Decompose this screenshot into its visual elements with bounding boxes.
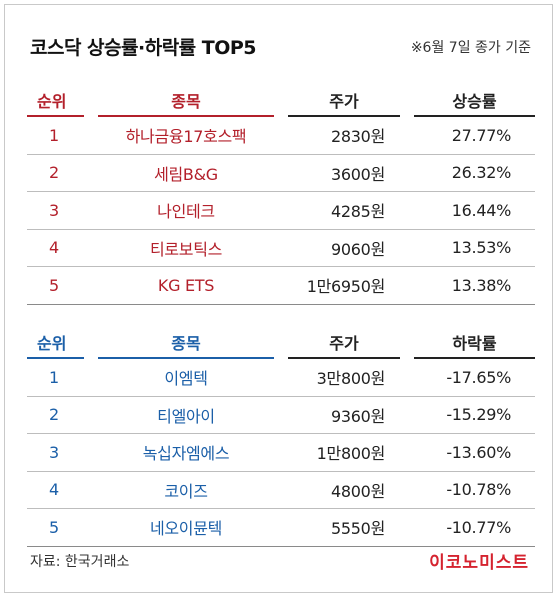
price-cell: 1만6950원 [281, 266, 407, 305]
change-rate-cell: -17.65% [407, 358, 535, 397]
change-rate-cell: -13.60% [407, 433, 535, 472]
stock-name-cell: 세림B&G [91, 154, 281, 192]
price-cell: 4285원 [281, 191, 407, 230]
losers-header-row: 순위 종목 주가 하락률 [27, 327, 535, 359]
rank-cell: 4 [27, 229, 91, 267]
infographic-frame [4, 4, 553, 593]
rank-cell: 3 [27, 433, 91, 472]
price-cell: 9360원 [281, 396, 407, 434]
price-cell: 2830원 [281, 116, 407, 155]
rank-cell: 4 [27, 471, 91, 509]
price-cell: 5550원 [281, 508, 407, 547]
stock-name-cell: 나인테크 [91, 191, 281, 230]
stock-name-cell: 티엘아이 [91, 396, 281, 434]
page-title: 코스닥 상승률·하락률 TOP5 [30, 37, 257, 59]
header-stock: 종목 [91, 85, 288, 117]
table-row: 2 세림B&G 3600원 26.32% [27, 154, 535, 192]
table-row: 1 하나금융17호스팩 2830원 27.77% [27, 116, 535, 155]
stock-name-cell: 이엠텍 [91, 358, 281, 397]
rank-cell: 3 [27, 191, 91, 230]
price-cell: 1만800원 [281, 433, 407, 472]
brand-logo: 이코노미스트 [429, 553, 529, 573]
table-row: 3 녹십자엠에스 1만800원 -13.60% [27, 433, 535, 472]
source-note: 자료: 한국거래소 [30, 554, 130, 570]
header-rise-rate: 상승률 [407, 85, 535, 117]
basis-note: ※6월 7일 종가 기준 [410, 40, 531, 56]
change-rate-cell: 27.77% [407, 116, 535, 155]
change-rate-cell: 13.53% [407, 229, 535, 267]
change-rate-cell: 13.38% [407, 266, 535, 305]
gainers-header-row: 순위 종목 주가 상승률 [27, 85, 535, 117]
header-rank: 순위 [27, 327, 98, 359]
table-row: 5 네오이뮨텍 5550원 -10.77% [27, 508, 535, 547]
rank-cell: 2 [27, 396, 91, 434]
header-price: 주가 [281, 327, 414, 359]
table-row: 3 나인테크 4285원 16.44% [27, 191, 535, 230]
table-row: 4 코이즈 4800원 -10.78% [27, 471, 535, 509]
change-rate-cell: 26.32% [407, 154, 535, 192]
stock-name-cell: 네오이뮨텍 [91, 508, 281, 547]
table-row: 1 이엠텍 3만800원 -17.65% [27, 358, 535, 397]
gainers-table: 순위 종목 주가 상승률 1 하나금융17호스팩 2830원 27.77% 2 세림B&G… [27, 85, 535, 305]
rank-cell: 2 [27, 154, 91, 192]
change-rate-cell: -10.77% [407, 508, 535, 547]
stock-name-cell: KG ETS [91, 266, 281, 305]
header-rank: 순위 [27, 85, 98, 117]
header-price: 주가 [281, 85, 414, 117]
rank-cell: 1 [27, 358, 91, 397]
stock-name-cell: 티로보틱스 [91, 229, 281, 267]
rank-cell: 5 [27, 266, 91, 305]
change-rate-cell: 16.44% [407, 191, 535, 230]
price-cell: 4800원 [281, 471, 407, 509]
table-row: 2 티엘아이 9360원 -15.29% [27, 396, 535, 434]
change-rate-cell: -15.29% [407, 396, 535, 434]
stock-name-cell: 하나금융17호스팩 [91, 116, 281, 155]
change-rate-cell: -10.78% [407, 471, 535, 509]
header-fall-rate: 하락률 [407, 327, 535, 359]
rank-cell: 5 [27, 508, 91, 547]
header-stock: 종목 [91, 327, 288, 359]
table-row: 5 KG ETS 1만6950원 13.38% [27, 266, 535, 305]
price-cell: 3600원 [281, 154, 407, 192]
price-cell: 3만800원 [281, 358, 407, 397]
table-row: 4 티로보틱스 9060원 13.53% [27, 229, 535, 267]
price-cell: 9060원 [281, 229, 407, 267]
stock-name-cell: 녹십자엠에스 [91, 433, 281, 472]
losers-table: 순위 종목 주가 하락률 1 이엠텍 3만800원 -17.65% 2 티엘아이 9360원… [27, 327, 535, 547]
stock-name-cell: 코이즈 [91, 471, 281, 509]
rank-cell: 1 [27, 116, 91, 155]
